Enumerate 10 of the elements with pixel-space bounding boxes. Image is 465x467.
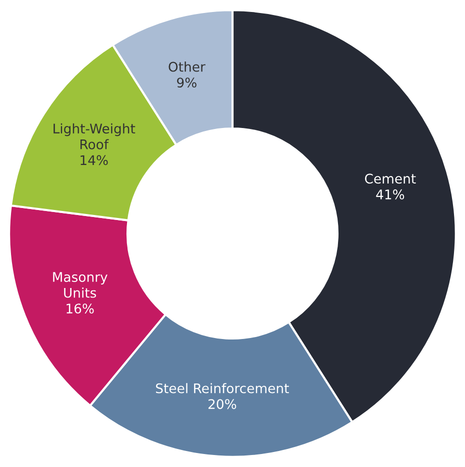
data-label: 14%	[80, 155, 108, 166]
slice-label: Masonry Units	[53, 272, 108, 298]
data-label: 41%	[376, 189, 404, 200]
slice-label: Steel Reinforcement	[156, 383, 289, 394]
data-label: 20%	[208, 399, 236, 410]
slice-label: Light-Weight Roof	[54, 123, 136, 150]
data-label: 16%	[66, 304, 94, 314]
slice-label: Cement	[364, 174, 416, 184]
slice-label: Other	[168, 62, 206, 72]
data-label: 9%	[177, 78, 196, 88]
